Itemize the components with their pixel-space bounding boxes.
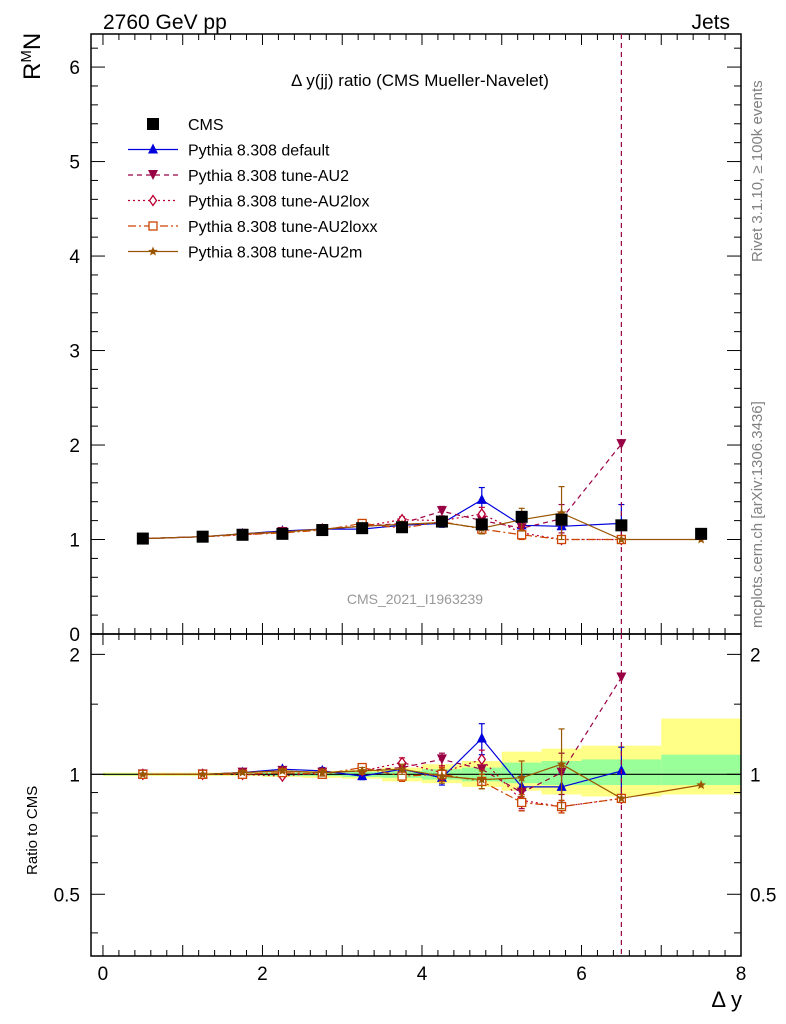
chart-title: Δ y(jj) ratio (CMS Mueller-Navelet) [291, 71, 549, 90]
main-point-cms [136, 532, 149, 545]
ratio-point-au2lox [477, 753, 487, 766]
legend-item-au2lox: Pythia 8.308 tune-AU2lox [128, 194, 369, 211]
main-point-au2 [616, 439, 627, 450]
legend-label-cms: CMS [188, 117, 224, 134]
main-line-au2lox [142, 513, 622, 541]
legend-item-au2loxx: Pythia 8.308 tune-AU2loxx [128, 219, 377, 236]
legend-label-au2: Pythia 8.308 tune-AU2 [188, 168, 349, 185]
legend-marker-au2 [148, 170, 158, 180]
legend-marker-au2lox [148, 194, 158, 207]
legend-marker-au2m [148, 246, 158, 256]
ratio-point-au2m [138, 769, 148, 779]
ratio-point-au2m [237, 767, 248, 777]
ratio-point-au2m [397, 764, 407, 774]
ratio-y-tick-label-right: 1 [750, 765, 761, 786]
ratio-point-au2m [696, 780, 706, 790]
main-point-cms [435, 515, 448, 528]
main-point-cms [475, 518, 488, 531]
y-tick-label: 4 [69, 247, 80, 268]
ratio-y-tick-label: 1 [69, 765, 80, 786]
x-tick-label: 6 [576, 964, 587, 985]
ratio-point-au2m [477, 774, 487, 784]
y-tick-label: 6 [69, 58, 80, 79]
legend-marker-au2loxx [148, 221, 158, 231]
ratio-point-default [476, 732, 487, 743]
main-point-cms [316, 524, 329, 537]
ratio-point-au2m [357, 765, 367, 775]
x-tick-label: 4 [417, 964, 428, 985]
main-point-au2 [436, 506, 447, 517]
y-tick-label: 0 [69, 625, 80, 646]
main-ylabel: RMN [18, 33, 46, 80]
x-tick-label: 8 [736, 964, 747, 985]
main-point-cms [695, 527, 708, 540]
rivet-version-label: Rivet 3.1.10, ≥ 100k events [749, 80, 766, 262]
y-tick-label: 5 [69, 153, 80, 174]
ratio-y-tick-label-right: 2 [750, 645, 761, 666]
y-tick-label: 2 [69, 436, 80, 457]
y-tick-label: 1 [69, 531, 80, 552]
inner-band-bin [661, 754, 741, 786]
legend-item-cms: CMS [147, 117, 224, 134]
main-line-au2loxx [142, 520, 622, 541]
ratio-point-au2m [277, 765, 288, 775]
legend-label-au2loxx: Pythia 8.308 tune-AU2loxx [188, 219, 377, 236]
ratio-point-au2m [317, 767, 328, 777]
ratio-point-au2m [516, 772, 527, 782]
ratio-point-au2m [197, 769, 208, 779]
ratio-point-au2m [616, 793, 627, 803]
main-point-default [476, 493, 487, 504]
main-point-cms [356, 522, 369, 535]
main-series-cms [136, 510, 708, 545]
uncertainty-bands [91, 718, 741, 797]
ratio-y-tick-label: 2 [69, 645, 80, 666]
main-point-cms [515, 510, 528, 523]
legend-label-au2lox: Pythia 8.308 tune-AU2lox [188, 194, 369, 211]
legend-label-default: Pythia 8.308 default [188, 143, 330, 160]
x-tick-label: 2 [257, 964, 268, 985]
legend-item-au2m: Pythia 8.308 tune-AU2m [128, 245, 362, 262]
main-point-cms [555, 513, 568, 526]
ratio-y-tick-label: 0.5 [54, 885, 80, 906]
header-left-label: 2760 GeV pp [103, 11, 227, 34]
ratio-point-au2loxx [517, 797, 527, 808]
legend: CMS Pythia 8.308 default Pythia 8.308 tune… [128, 117, 377, 262]
ratio-series-au2m [138, 728, 706, 810]
y-tick-label: 3 [69, 342, 80, 363]
analysis-watermark: CMS_2021_I1963239 [347, 591, 483, 607]
ratio-ylabel: Ratio to CMS [24, 786, 41, 875]
main-point-cms [396, 521, 409, 534]
main-point-cms [236, 528, 249, 541]
main-point-cms [196, 530, 209, 543]
legend-item-default: Pythia 8.308 default [128, 143, 330, 160]
ratio-panel-frame [90, 633, 742, 957]
main-point-cms [276, 527, 289, 540]
ratio-point-au2m [556, 759, 567, 769]
x-tick-label: 0 [98, 964, 109, 985]
x-axis-label: Δ y [711, 987, 742, 1012]
data-series [136, 34, 708, 956]
main-point-au2m [556, 508, 567, 518]
ratio-series-au2 [137, 634, 627, 956]
main-line-default [142, 499, 622, 540]
legend-marker-default [148, 143, 158, 154]
header-right-label: Jets [691, 11, 730, 34]
ratio-point-au2 [616, 672, 627, 683]
ratio-point-au2 [436, 754, 447, 765]
main-point-au2loxx [517, 530, 527, 540]
mcplots-source-label: mcplots.cern.ch [arXiv:1306.3436] [749, 401, 766, 628]
legend-item-au2: Pythia 8.308 tune-AU2 [128, 168, 349, 185]
ratio-y-tick-label-right: 0.5 [750, 885, 776, 906]
ratio-line-au2loxx [142, 766, 622, 808]
ratio-point-au2m [437, 771, 447, 781]
main-line-au2 [142, 443, 622, 540]
main-point-au2m [616, 534, 627, 544]
main-point-cms [615, 519, 628, 532]
legend-label-au2m: Pythia 8.308 tune-AU2m [188, 245, 362, 262]
legend-marker-cms [147, 118, 159, 130]
